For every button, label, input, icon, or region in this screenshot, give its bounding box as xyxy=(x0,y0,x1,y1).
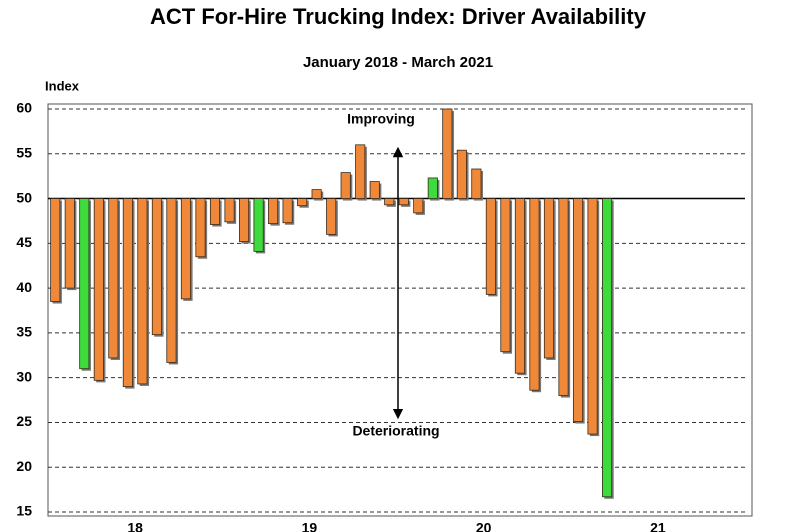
bar xyxy=(151,198,162,336)
bars xyxy=(50,108,614,499)
bar xyxy=(427,177,438,199)
bar xyxy=(500,198,511,353)
bar xyxy=(180,198,191,300)
y-tick-label: 30 xyxy=(16,368,32,384)
y-tick-label: 60 xyxy=(16,100,32,116)
bar xyxy=(529,198,540,391)
plot-frame xyxy=(47,103,753,517)
bar xyxy=(224,198,235,223)
bar xyxy=(398,198,409,206)
x-tick-label: 19 xyxy=(302,520,318,532)
y-tick-label: 55 xyxy=(16,144,32,160)
bar xyxy=(471,168,482,199)
bar xyxy=(442,108,453,199)
x-tick-label: 18 xyxy=(127,520,143,532)
bar xyxy=(602,198,613,498)
bar xyxy=(543,198,555,359)
bar xyxy=(209,198,221,225)
bar xyxy=(93,198,104,381)
bar xyxy=(326,198,337,235)
bar xyxy=(587,198,598,435)
bar xyxy=(195,198,206,258)
chart-title: ACT For-Hire Trucking Index: Driver Avai… xyxy=(150,4,647,29)
y-tick-label: 45 xyxy=(16,234,32,250)
bar xyxy=(514,198,525,374)
bar xyxy=(413,198,424,214)
y-tick-label: 40 xyxy=(16,279,32,295)
bar xyxy=(456,149,467,199)
bar xyxy=(282,198,293,224)
bar xyxy=(137,198,148,385)
x-tick-label: 21 xyxy=(650,520,666,532)
bar xyxy=(558,198,569,396)
y-tick-label: 15 xyxy=(16,503,32,519)
bar xyxy=(253,198,264,252)
chart-subtitle: January 2018 - March 2021 xyxy=(303,54,493,71)
bar xyxy=(268,198,279,225)
bar xyxy=(79,198,90,370)
bar xyxy=(384,198,395,206)
bar xyxy=(122,198,133,388)
bar xyxy=(238,198,250,242)
bar xyxy=(340,172,351,199)
bar xyxy=(297,198,308,207)
bar xyxy=(50,198,61,302)
bar xyxy=(166,198,177,363)
y-tick-label: 50 xyxy=(16,189,32,205)
bar xyxy=(311,189,322,199)
bar xyxy=(108,198,119,359)
bar xyxy=(572,198,584,422)
y-tick-label: 25 xyxy=(16,413,32,429)
bar xyxy=(485,198,496,295)
bar xyxy=(369,181,380,199)
y-tick-label: 35 xyxy=(16,324,32,340)
y-axis-label: Index xyxy=(45,78,80,93)
annotation: Improving xyxy=(347,111,415,127)
bar xyxy=(64,198,75,289)
annotation: Deteriorating xyxy=(352,423,439,439)
y-tick-label: 20 xyxy=(16,458,32,474)
bar xyxy=(355,144,366,199)
x-tick-label: 20 xyxy=(476,520,492,532)
